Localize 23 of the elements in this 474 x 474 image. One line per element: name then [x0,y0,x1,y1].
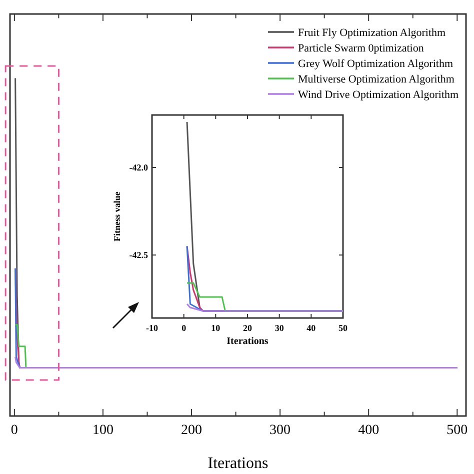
x-axis-title: Iterations [208,455,268,472]
y-tick-label: -42.5 [129,250,148,260]
legend-label: Grey Wolf Optimization Algorithm [298,58,454,70]
x-tick-label: 10 [211,323,221,333]
x-tick-label: 40 [306,323,316,333]
legend-label: Wind Drive Optimization Algorithm [298,89,460,101]
x-tick-label: 300 [270,423,291,438]
x-tick-label: -10 [146,323,158,333]
y-tick-label: -42.0 [129,162,148,173]
x-tick-label: 0 [10,423,18,438]
x-tick-label: 50 [338,323,348,333]
legend-label: Fruit Fly Optimization Algorithm [298,27,446,39]
x-tick-label: 200 [181,423,202,438]
x-axis-title: Iterations [226,336,268,347]
legend-label: Multiverse Optimization Algorithm [298,74,455,86]
x-tick-label: 400 [358,423,380,438]
x-tick-label: 100 [92,423,114,438]
y-axis-title: Fitness value [112,192,122,242]
x-tick-label: 500 [446,423,468,438]
legend-label: Particle Swarm 0ptimization [298,42,424,54]
x-tick-label: 0 [182,323,187,333]
x-tick-label: 20 [243,323,252,333]
x-tick-label: 30 [274,323,284,333]
